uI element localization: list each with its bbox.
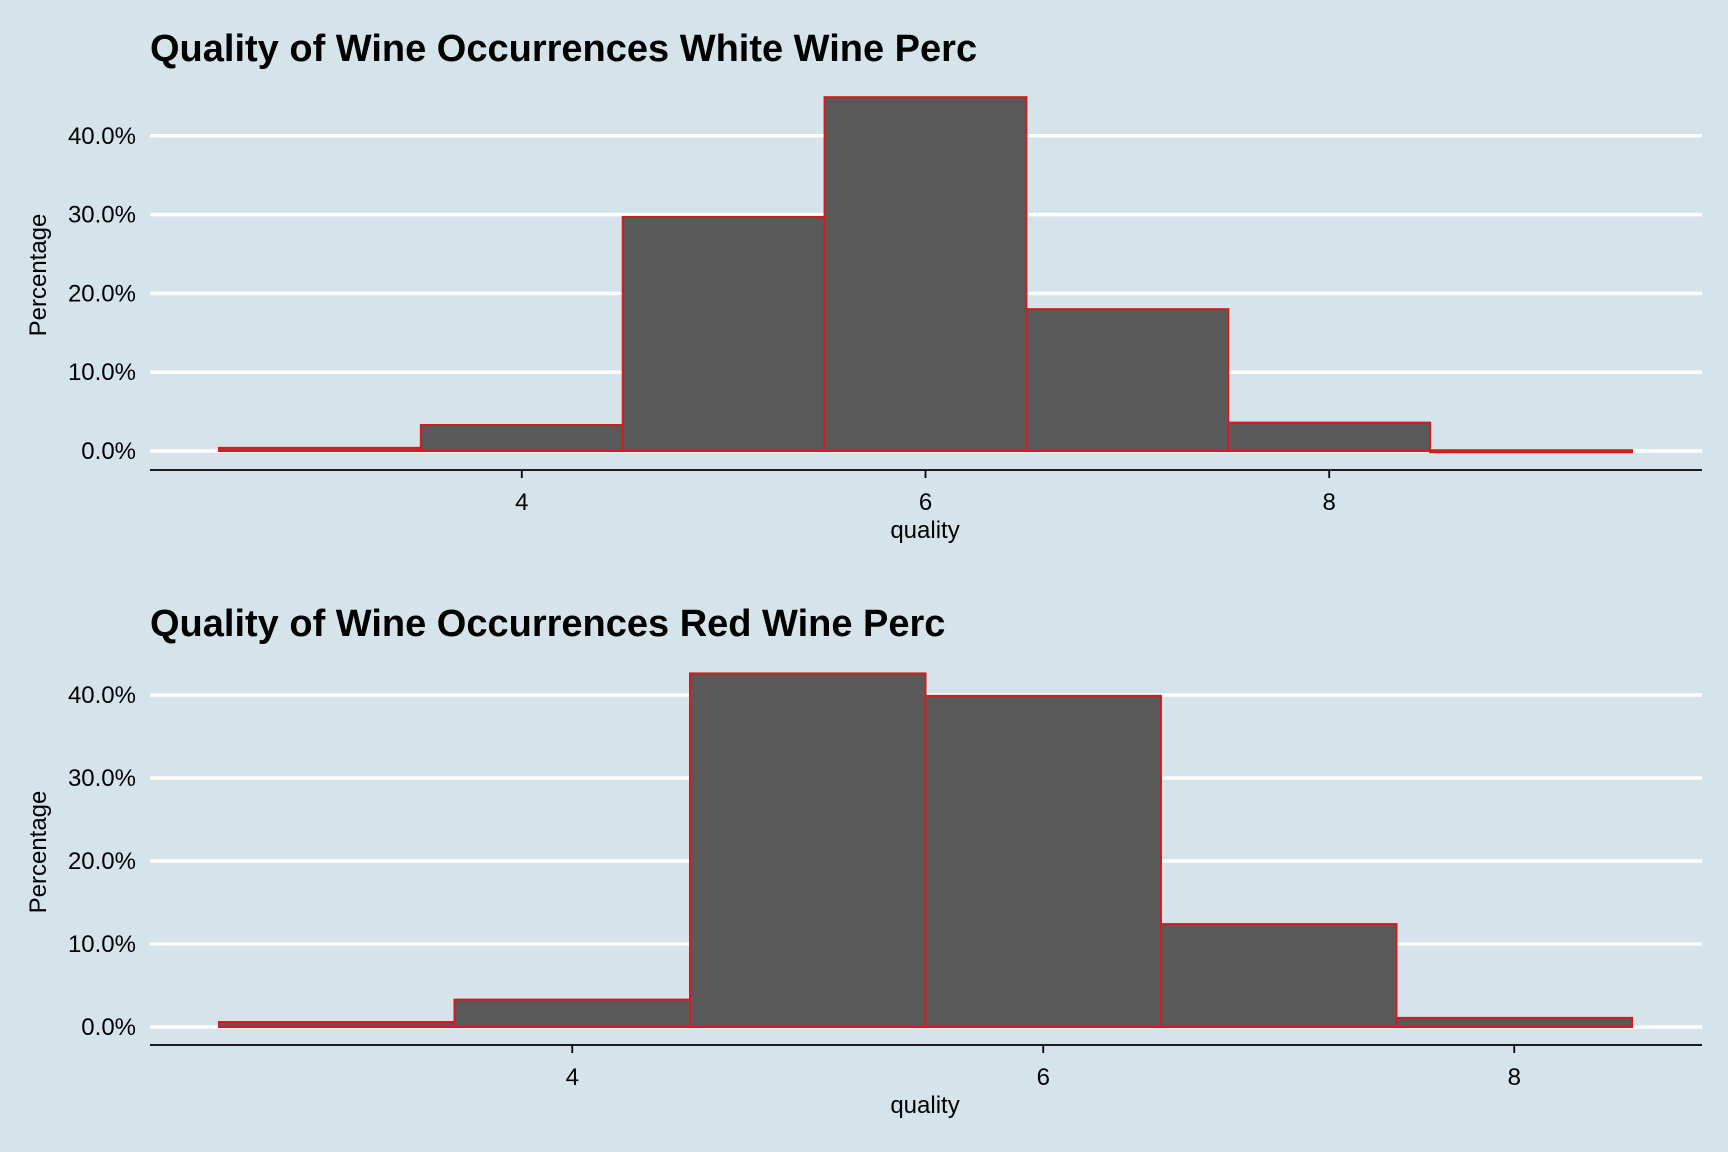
y-axis-label: Percentage	[25, 214, 52, 337]
y-tick-labels: 0.0% 10.0% 20.0% 30.0% 40.0%	[68, 123, 136, 465]
y-tick-label: 40.0%	[68, 682, 136, 709]
x-ticks: 4 6 8	[515, 470, 1336, 516]
chart-title: Quality of Wine Occurrences White Wine P…	[150, 28, 977, 70]
y-tick-label: 20.0%	[68, 848, 136, 875]
bars	[218, 96, 1633, 454]
bar-quality-5	[689, 672, 927, 1028]
bar-quality-4	[453, 998, 691, 1028]
chart-title: Quality of Wine Occurrences Red Wine Per…	[150, 603, 945, 645]
bar-quality-3	[218, 446, 422, 452]
y-tick-label: 0.0%	[81, 438, 136, 465]
bar-quality-8	[1395, 1016, 1633, 1028]
bar-quality-9	[1429, 449, 1633, 454]
y-tick-labels: 0.0% 10.0% 20.0% 30.0% 40.0%	[68, 682, 136, 1041]
x-tick-label: 8	[1323, 489, 1336, 516]
panel-white-wine: Quality of Wine Occurrences White Wine P…	[25, 28, 1702, 544]
bar-quality-8	[1227, 421, 1432, 452]
y-tick-label: 20.0%	[68, 280, 136, 307]
bar-quality-6	[924, 694, 1162, 1029]
y-axis-label: Percentage	[25, 791, 52, 914]
bar-quality-7	[1160, 923, 1398, 1029]
y-tick-label: 0.0%	[81, 1014, 136, 1041]
x-tick-label: 6	[919, 489, 932, 516]
bar-quality-3	[218, 1021, 456, 1029]
bars	[218, 672, 1633, 1029]
x-tick-label: 4	[566, 1064, 579, 1091]
y-tick-label: 30.0%	[68, 765, 136, 792]
x-tick-label: 6	[1037, 1064, 1050, 1091]
x-ticks: 4 6 8	[566, 1045, 1521, 1091]
y-tick-label: 10.0%	[68, 359, 136, 386]
y-tick-label: 10.0%	[68, 931, 136, 958]
bar-quality-4	[419, 423, 624, 453]
bar-quality-6	[823, 96, 1028, 453]
x-tick-label: 8	[1508, 1064, 1521, 1091]
bar-quality-5	[621, 215, 826, 452]
x-axis-label: quality	[890, 517, 959, 544]
panel-red-wine: Quality of Wine Occurrences Red Wine Per…	[25, 603, 1702, 1119]
y-tick-label: 40.0%	[68, 123, 136, 150]
x-tick-label: 4	[515, 489, 528, 516]
x-axis-label: quality	[890, 1092, 959, 1119]
y-tick-label: 30.0%	[68, 202, 136, 229]
bar-quality-7	[1025, 308, 1230, 452]
